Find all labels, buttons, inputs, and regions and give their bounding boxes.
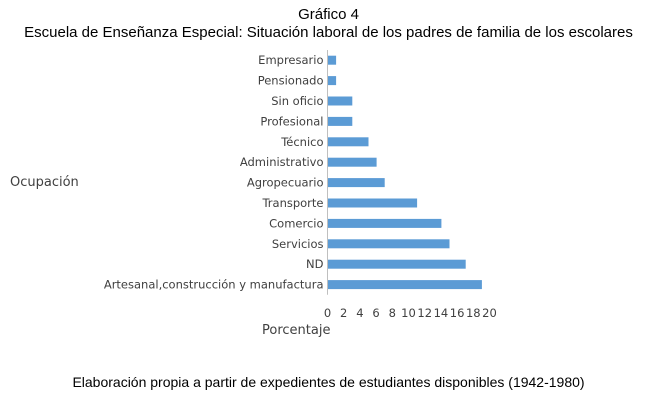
category-label: Pensionado [258, 74, 324, 88]
figure-label: Gráfico 4 [298, 6, 359, 23]
source-note: Elaboración propia a partir de expedient… [72, 374, 585, 390]
x-tick-label: 12 [417, 306, 432, 320]
bar [328, 178, 385, 188]
bar [328, 218, 442, 228]
category-label: Técnico [280, 135, 323, 149]
bar [328, 198, 418, 208]
bar [328, 137, 369, 147]
bar [328, 280, 482, 290]
x-tick-label: 16 [450, 306, 465, 320]
category-label: Agropecuario [247, 176, 324, 190]
category-label: ND [306, 257, 324, 271]
x-tick-label: 0 [324, 306, 331, 320]
category-label: Administrativo [240, 155, 324, 169]
bar [328, 76, 337, 86]
category-label: Artesanal,construcción y manufactura [104, 278, 324, 292]
category-label: Sin oficio [271, 94, 323, 108]
chart-title: Escuela de Enseñanza Especial: Situación… [24, 24, 633, 41]
x-tick-label: 10 [401, 306, 416, 320]
bar [328, 259, 466, 269]
bar [328, 55, 337, 65]
x-tick-label: 8 [389, 306, 396, 320]
bar [328, 157, 377, 167]
bar [328, 239, 450, 249]
x-tick-label: 18 [466, 306, 481, 320]
x-axis-title: Porcentaje [262, 323, 331, 338]
x-tick-label: 6 [372, 306, 379, 320]
x-tick-label: 4 [356, 306, 363, 320]
category-label: Transporte [261, 196, 323, 210]
x-tick-label: 20 [482, 306, 497, 320]
x-tick-label: 2 [340, 306, 347, 320]
y-axis-title: Ocupación [10, 175, 79, 190]
bar [328, 116, 353, 126]
category-label: Servicios [272, 237, 324, 251]
category-label: Empresario [258, 53, 323, 67]
x-tick-label: 14 [434, 306, 449, 320]
category-label: Comercio [269, 216, 323, 230]
bar [328, 96, 353, 106]
category-label: Profesional [260, 114, 323, 128]
